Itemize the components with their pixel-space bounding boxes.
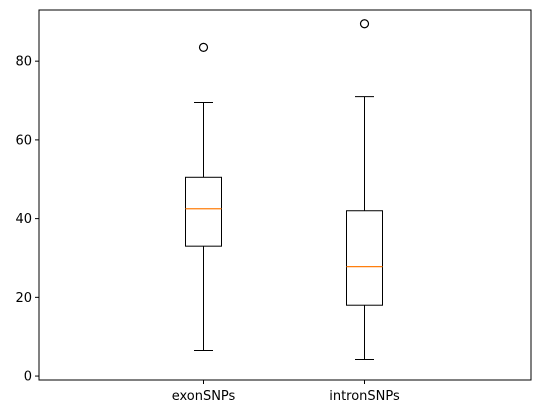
y-tick-label: 20 — [15, 291, 32, 306]
y-tick-label: 80 — [15, 55, 32, 70]
x-tick-label: intronSNPs — [329, 389, 400, 404]
y-tick-label: 40 — [15, 212, 32, 227]
y-tick-label: 0 — [24, 370, 32, 385]
iqr-box — [346, 210, 383, 306]
x-tick-label: exonSNPs — [172, 389, 236, 404]
box-group-exonSNPs — [185, 42, 222, 351]
outlier-point — [198, 42, 209, 52]
box-group-intronSNPs — [346, 19, 383, 361]
axes: 0 20 40 60 80 exonSNPs intronSNPs — [15, 9, 532, 404]
axes-frame — [38, 9, 532, 381]
y-tick-label: 60 — [15, 133, 32, 148]
plot-area — [185, 19, 383, 361]
iqr-box — [185, 176, 222, 247]
outlier-point — [359, 19, 370, 29]
